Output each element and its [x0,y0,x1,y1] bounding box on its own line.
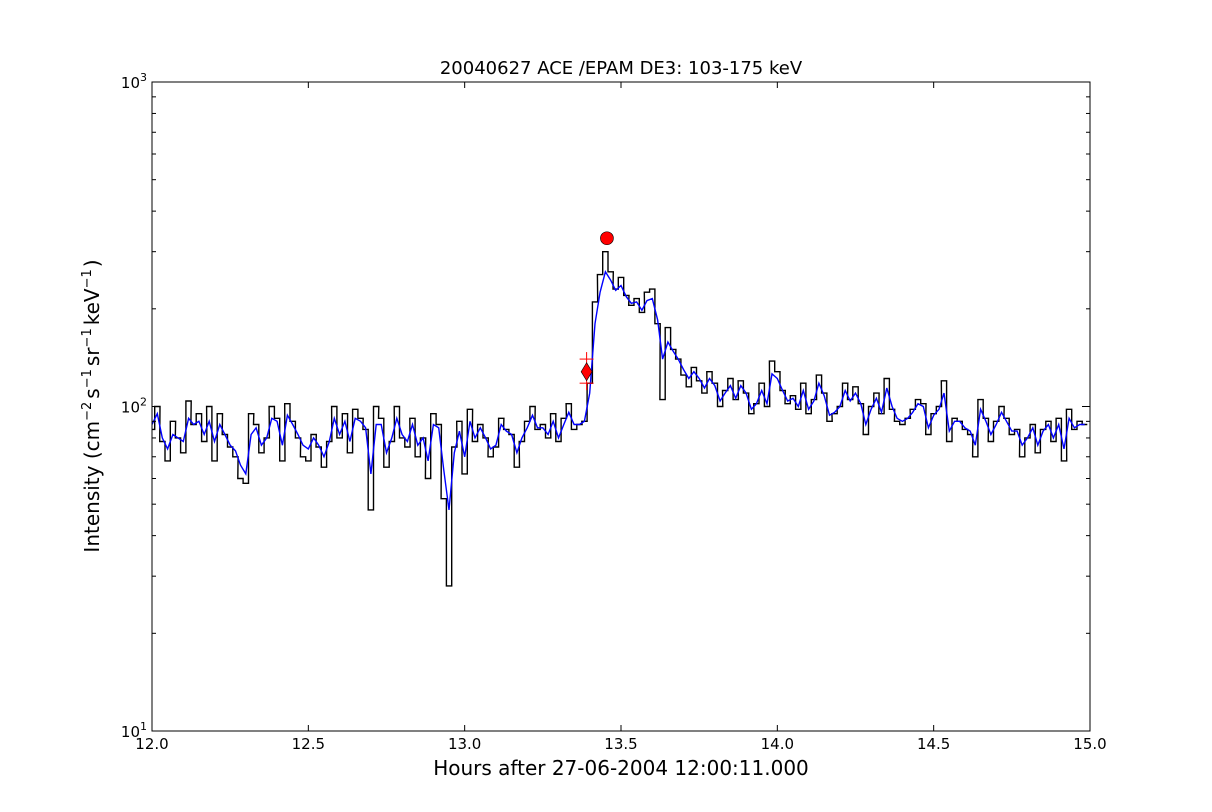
y-axis-label-exp2: −1 [80,369,95,388]
y-axis-label-exp1: −2 [80,402,95,421]
y-axis-label-prefix: Intensity (cm [80,421,104,553]
chart-title: 20040627 ACE /EPAM DE3: 103-175 keV [440,58,803,79]
y-axis-label-exp4: −1 [80,269,95,288]
marker-circle-3 [600,231,614,246]
series-line-0 [152,251,1088,587]
y-axis-label: Intensity (cm−2s−1sr−1keV−1) [80,259,104,552]
x-tick-label-4: 14.0 [761,735,794,753]
x-tick-label-1: 12.5 [292,735,325,753]
y-tick-label-0: 101 [121,720,147,741]
y-axis-label-mid1: s [80,388,104,398]
x-tick-label-2: 13.0 [448,735,481,753]
series-line-1 [152,270,1085,510]
x-tick-label-3: 13.5 [604,735,637,753]
plot-area [152,231,1088,587]
y-tick-label-1: 102 [121,396,147,417]
y-axis-label-mid2: sr [80,347,104,366]
y-axis-label-exp3: −1 [80,328,95,347]
y-axis-label-mid3: keV [80,288,104,325]
x-tick-label-5: 14.5 [917,735,950,753]
x-axis-label: Hours after 27-06-2004 12:00:11.000 [433,756,809,780]
x-tick-label-0: 12.0 [135,735,168,753]
y-axis-label-suffix: ) [80,259,104,267]
y-tick-label-2: 103 [121,71,147,92]
x-tick-label-6: 15.0 [1073,735,1106,753]
marker-diamond-2 [580,362,593,382]
